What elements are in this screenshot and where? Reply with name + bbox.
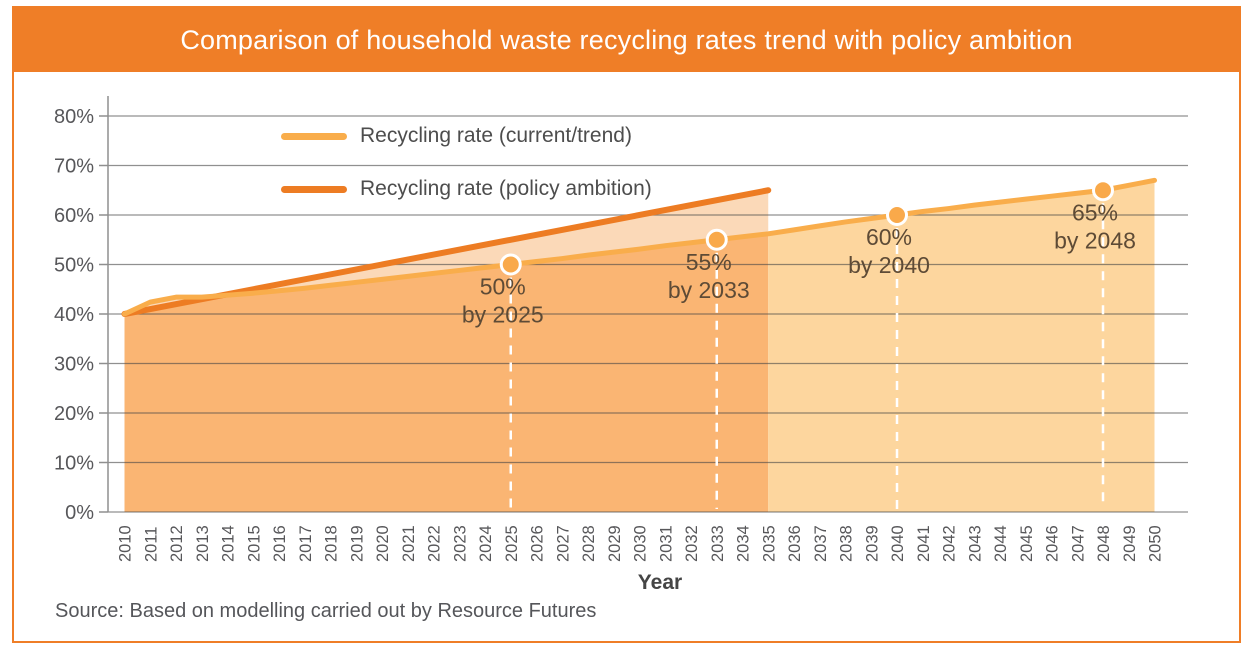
legend-label-trend: Recycling rate (current/trend)	[360, 124, 632, 147]
legend-label-ambition: Recycling rate (policy ambition)	[360, 177, 652, 200]
chart-card: Comparison of household waste recycling …	[12, 6, 1241, 643]
x-axis-title: Year	[637, 571, 683, 594]
chart-title-banner: Comparison of household waste recycling …	[14, 8, 1239, 72]
chart-title: Comparison of household waste recycling …	[180, 24, 1073, 55]
legend-swatch-trend	[281, 132, 347, 140]
legend-item-trend: Recycling rate (current/trend)	[281, 124, 632, 148]
legend-item-ambition: Recycling rate (policy ambition)	[281, 177, 652, 201]
legend-swatch-ambition	[281, 185, 347, 193]
source-note: Source: Based on modelling carried out b…	[55, 600, 597, 622]
